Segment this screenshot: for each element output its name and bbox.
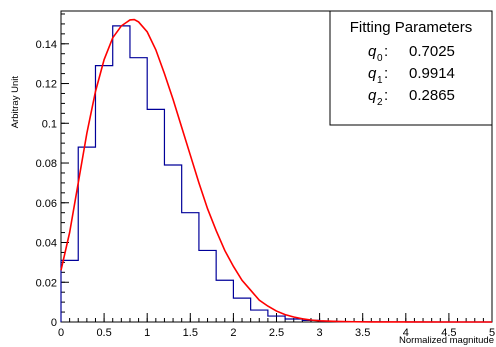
fit-param-value: 0.9914 xyxy=(409,65,455,82)
y-tick-label: 0.02 xyxy=(36,277,57,289)
x-tick-label: 2.5 xyxy=(269,327,284,339)
y-tick-label: 0.08 xyxy=(36,158,57,170)
x-tick-label: 4 xyxy=(403,327,409,339)
fit-param-subscript: 2 xyxy=(377,97,383,108)
fit-param-name: q xyxy=(368,87,377,104)
y-tick-label: 0.14 xyxy=(36,39,57,51)
x-tick-label: 4.5 xyxy=(441,327,456,339)
y-tick-label: 0.04 xyxy=(36,238,57,250)
y-tick-label: 0.06 xyxy=(36,198,57,210)
fit-param-colon: : xyxy=(384,65,388,82)
fit-param-name: q xyxy=(368,43,377,60)
fit-param-value: 0.7025 xyxy=(409,43,455,60)
x-tick-label: 1 xyxy=(144,327,150,339)
fit-param-subscript: 1 xyxy=(377,75,383,86)
fit-curve xyxy=(60,18,492,323)
x-tick-label: 3 xyxy=(317,327,323,339)
x-tick-label: 2 xyxy=(230,327,236,339)
fit-param-colon: : xyxy=(384,87,388,104)
x-tick-label: 0 xyxy=(58,327,64,339)
x-axis-title: Normalized magnitude xyxy=(399,335,494,346)
x-tick-label: 3.5 xyxy=(355,327,370,339)
y-tick-label: 0 xyxy=(51,317,57,329)
x-axis: 0 0.5 1 1.5 2 2.5 3 3.5 4 4.5 5 xyxy=(58,313,495,339)
y-axis-title: Arbitray Unit xyxy=(10,76,21,129)
x-tick-label: 0.5 xyxy=(96,327,111,339)
x-tick-label: 5 xyxy=(489,327,495,339)
y-tick-label: 0.1 xyxy=(42,118,57,130)
fit-box-frame xyxy=(329,10,493,126)
fit-param-name: q xyxy=(368,65,377,82)
y-axis: 0 0.02 0.04 0.06 0.08 0.1 0.12 0.14 xyxy=(36,13,69,329)
fit-param-colon: : xyxy=(384,43,388,60)
fit-param-value: 0.2865 xyxy=(409,87,455,104)
fit-box-title: Fitting Parameters xyxy=(350,19,473,36)
fit-param-subscript: 0 xyxy=(377,53,383,64)
x-tick-label: 1.5 xyxy=(183,327,198,339)
y-tick-label: 0.12 xyxy=(36,79,57,91)
